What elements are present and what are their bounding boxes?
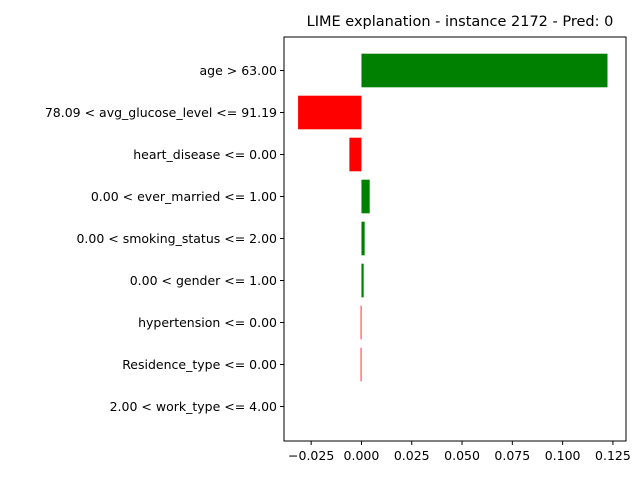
bar	[361, 221, 365, 256]
x-tick-label: 0.000	[344, 448, 380, 463]
y-tick-label: 0.00 < ever_married <= 1.00	[91, 189, 277, 204]
bar	[360, 347, 362, 382]
y-tick-label: age > 63.00	[200, 63, 278, 78]
y-tick-label: hypertension <= 0.00	[138, 315, 277, 330]
axes	[280, 36, 627, 445]
y-tick-label: heart_disease <= 0.00	[133, 147, 277, 162]
bar	[361, 263, 364, 298]
y-tick-label: 78.09 < avg_glucose_level <= 91.19	[45, 105, 277, 120]
y-tick-label: 2.00 < work_type <= 4.00	[110, 399, 277, 414]
x-tick-label: 0.125	[595, 448, 631, 463]
bar	[360, 305, 362, 340]
y-tick-label: 0.00 < smoking_status <= 2.00	[76, 231, 277, 246]
x-tick-label: 0.050	[444, 448, 480, 463]
bar	[361, 179, 370, 214]
x-tick-label: 0.075	[494, 448, 530, 463]
x-tick-label: −0.025	[288, 448, 334, 463]
y-tick-label: Residence_type <= 0.00	[122, 357, 277, 372]
bar	[298, 95, 362, 130]
chart-title: LIME explanation - instance 2172 - Pred:…	[307, 14, 614, 30]
y-tick-labels: age > 63.00 78.09 < avg_glucose_level <= …	[45, 63, 277, 414]
bar	[349, 137, 362, 172]
x-tick-label: 0.100	[545, 448, 581, 463]
x-tick-label: 0.025	[394, 448, 430, 463]
y-tick-label: 0.00 < gender <= 1.00	[130, 273, 277, 288]
x-tick-labels: −0.025 0.000 0.025 0.050 0.075 0.100 0.125	[288, 448, 631, 463]
plot-frame	[283, 36, 627, 442]
bar	[361, 53, 608, 88]
bars-layer	[298, 53, 608, 382]
